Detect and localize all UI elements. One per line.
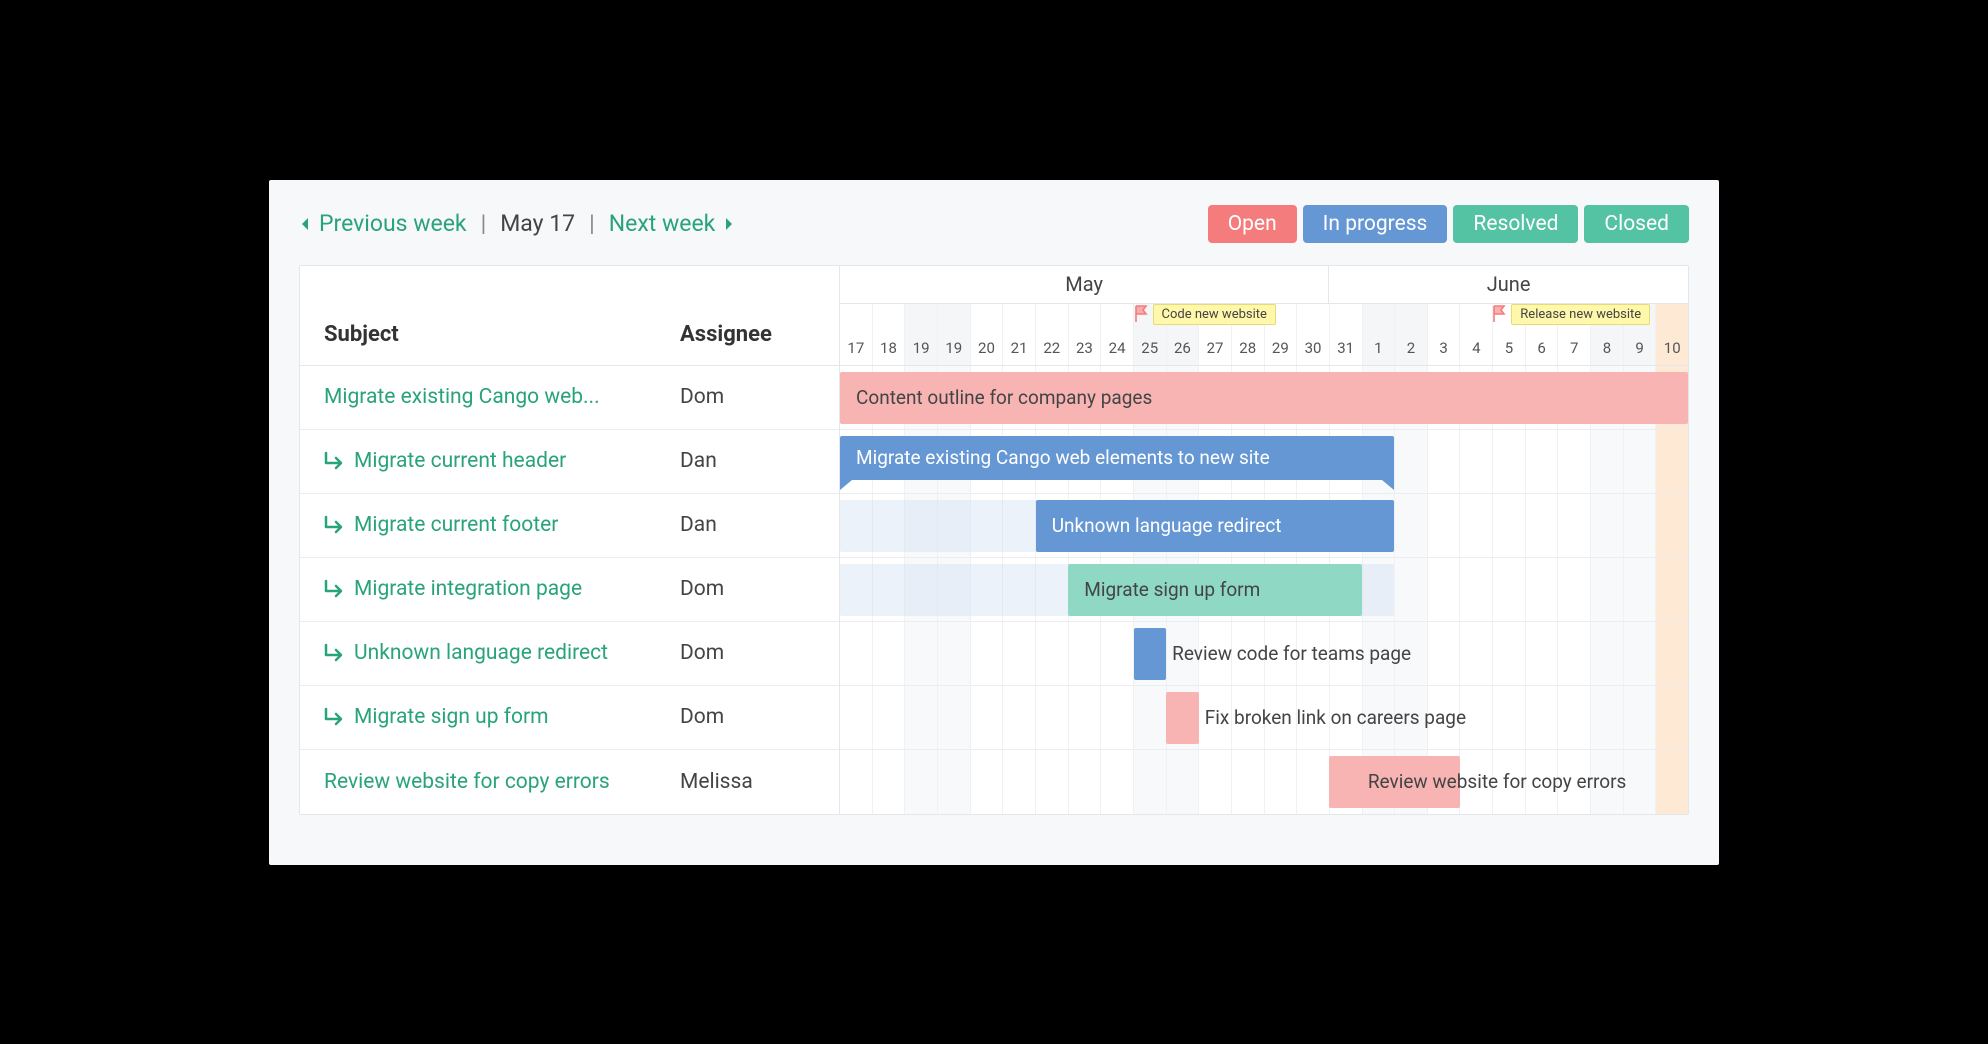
- task-subject[interactable]: Migrate current header: [324, 449, 680, 473]
- prev-week-link[interactable]: Previous week: [299, 210, 467, 237]
- milestone[interactable]: Release new website: [1492, 304, 1650, 325]
- gantt-bar-label: Fix broken link on careers page: [1199, 692, 1688, 744]
- status-legend: OpenIn progressResolvedClosed: [1202, 205, 1689, 243]
- nav-separator: |: [481, 210, 487, 237]
- task-assignee: Dan: [680, 513, 815, 537]
- flag-icon: [1134, 305, 1148, 323]
- task-row: Migrate current headerDan: [300, 430, 840, 494]
- prev-week-label: Previous week: [319, 210, 467, 237]
- task-subject[interactable]: Review website for copy errors: [324, 770, 680, 794]
- month-header: May: [840, 266, 1329, 303]
- task-row: Unknown language redirectDom: [300, 622, 840, 686]
- app-container: Previous week | May 17 | Next week OpenI…: [269, 180, 1719, 865]
- task-row: Migrate integration pageDom: [300, 558, 840, 622]
- timeline-header: MayJune Code new website Release new webs…: [840, 266, 1688, 366]
- task-assignee: Dom: [680, 641, 815, 665]
- current-date-label: May 17: [500, 210, 575, 237]
- milestone-label: Code new website: [1153, 304, 1276, 325]
- task-assignee: Dom: [680, 705, 815, 729]
- task-list-panel: Subject Assignee Migrate existing Cango …: [300, 266, 840, 814]
- week-nav: Previous week | May 17 | Next week: [299, 210, 735, 237]
- subtask-arrow-icon: [324, 707, 346, 727]
- task-subject[interactable]: Migrate existing Cango web...: [324, 385, 680, 409]
- task-assignee: Dom: [680, 385, 815, 409]
- task-row: Migrate current footerDan: [300, 494, 840, 558]
- gantt-bar-label: Review code for teams page: [1166, 628, 1688, 680]
- task-assignee: Dan: [680, 449, 815, 473]
- task-assignee: Melissa: [680, 770, 815, 794]
- task-row: Review website for copy errorsMelissa: [300, 750, 840, 814]
- subtask-arrow-icon: [324, 451, 346, 471]
- subtask-arrow-icon: [324, 643, 346, 663]
- flag-icon: [1492, 305, 1506, 323]
- status-pill-resolved[interactable]: Resolved: [1453, 205, 1578, 243]
- gantt-summary-bar[interactable]: Migrate existing Cango web elements to n…: [840, 436, 1394, 490]
- task-subject[interactable]: Unknown language redirect: [324, 641, 680, 665]
- month-header: June: [1329, 266, 1688, 303]
- next-week-link[interactable]: Next week: [609, 210, 736, 237]
- topbar: Previous week | May 17 | Next week OpenI…: [299, 205, 1689, 243]
- milestone[interactable]: Code new website: [1134, 304, 1276, 325]
- task-list-header: Subject Assignee: [300, 266, 840, 366]
- task-subject[interactable]: Migrate current footer: [324, 513, 680, 537]
- next-week-label: Next week: [609, 210, 716, 237]
- gantt-bar[interactable]: [1134, 628, 1167, 680]
- milestone-row: Code new website Release new website: [840, 304, 1688, 332]
- gantt-bar-label: Review website for copy errors: [1362, 756, 1688, 808]
- task-subject[interactable]: Migrate sign up form: [324, 705, 680, 729]
- task-row: Migrate existing Cango web...Dom: [300, 366, 840, 430]
- month-row: MayJune: [840, 266, 1688, 304]
- task-subject[interactable]: Migrate integration page: [324, 577, 680, 601]
- status-pill-in-progress[interactable]: In progress: [1303, 205, 1448, 243]
- subtask-arrow-icon: [324, 579, 346, 599]
- task-assignee: Dom: [680, 577, 815, 601]
- chevron-left-icon: [299, 216, 311, 232]
- gantt-bar[interactable]: Migrate sign up form: [1068, 564, 1362, 616]
- milestone-label: Release new website: [1511, 304, 1650, 325]
- chevron-right-icon: [723, 216, 735, 232]
- status-pill-closed[interactable]: Closed: [1584, 205, 1689, 243]
- gantt-bar[interactable]: Unknown language redirect: [1036, 500, 1395, 552]
- gantt-chart: Subject Assignee Migrate existing Cango …: [299, 265, 1689, 815]
- gantt-bar[interactable]: [1166, 692, 1199, 744]
- task-row: Migrate sign up formDom: [300, 686, 840, 750]
- timeline-body: Content outline for company pages Migrate…: [840, 366, 1688, 814]
- status-pill-open[interactable]: Open: [1208, 205, 1297, 243]
- subject-column-header: Subject: [324, 322, 680, 347]
- subtask-arrow-icon: [324, 515, 346, 535]
- nav-separator: |: [589, 210, 595, 237]
- assignee-column-header: Assignee: [680, 322, 815, 347]
- gantt-bar[interactable]: Content outline for company pages: [840, 372, 1688, 424]
- timeline-panel: MayJune Code new website Release new webs…: [840, 266, 1688, 814]
